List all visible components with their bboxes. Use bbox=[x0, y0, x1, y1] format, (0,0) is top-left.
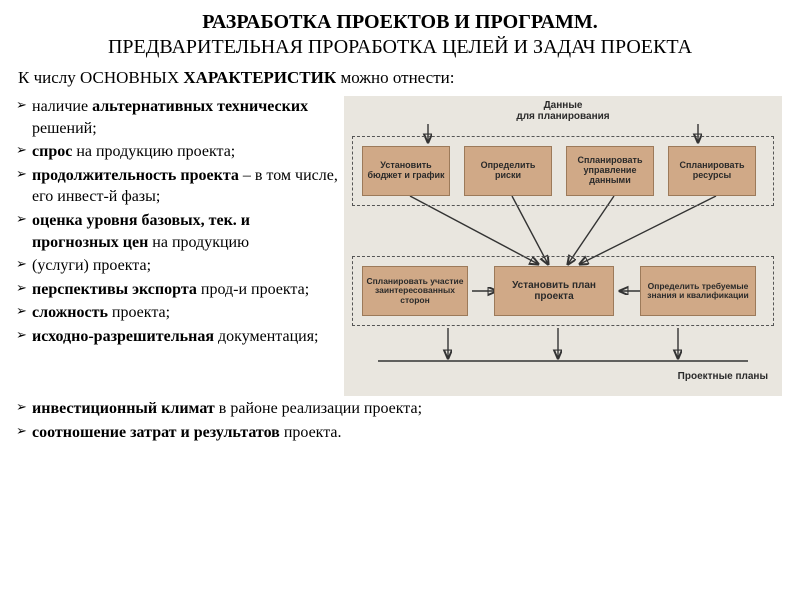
planning-diagram: Данные для планирования bbox=[344, 96, 782, 396]
node-stakeholders: Спланировать участие заинтересованных ст… bbox=[362, 266, 468, 316]
diagram-top-label: Данные для планирования bbox=[344, 100, 782, 122]
node-resources: Спланировать ресурсы bbox=[668, 146, 756, 196]
node-data-mgmt: Спланировать управление данными bbox=[566, 146, 654, 196]
list-item: соотношение затрат и результатов проекта… bbox=[18, 422, 782, 444]
list-item: (услуги) проекта; bbox=[18, 255, 338, 277]
title-line2: ПРЕДВАРИТЕЛЬНАЯ ПРОРАБОТКА ЦЕЛЕЙ И ЗАДАЧ… bbox=[108, 36, 692, 58]
node-budget-schedule: Установить бюджет и график bbox=[362, 146, 450, 196]
intro-text: К числу ОСНОВНЫХ ХАРАКТЕРИСТИК можно отн… bbox=[18, 68, 782, 88]
intro-post: можно отнести: bbox=[336, 68, 454, 87]
intro-bold: ХАРАКТЕРИСТИК bbox=[183, 68, 336, 87]
node-project-plan: Установить план проекта bbox=[494, 266, 614, 316]
list-item: сложность проекта; bbox=[18, 302, 338, 324]
list-item: оценка уровня базовых, тек. и прогнозных… bbox=[18, 210, 338, 253]
node-skills: Определить требуемые знания и квалификац… bbox=[640, 266, 756, 316]
list-item: спрос на продукцию проекта; bbox=[18, 141, 338, 163]
list-item: перспективы экспорта прод-и проекта; bbox=[18, 279, 338, 301]
node-risks: Определить риски bbox=[464, 146, 552, 196]
title-line1: РАЗРАБОТКА ПРОЕКТОВ И ПРОГРАММ. bbox=[202, 11, 598, 33]
diagram-bottom-label: Проектные планы bbox=[678, 371, 768, 382]
intro-pre: К числу ОСНОВНЫХ bbox=[18, 68, 183, 87]
list-item: продолжительность проекта – в том числе,… bbox=[18, 165, 338, 208]
list-item: исходно-разрешительная документация; bbox=[18, 326, 338, 348]
bullet-list-left: наличие альтернативных технических решен… bbox=[18, 96, 338, 396]
list-item: наличие альтернативных технических решен… bbox=[18, 96, 338, 139]
bullet-list-tail: инвестиционный климат в районе реализаци… bbox=[18, 398, 782, 443]
list-item: инвестиционный климат в районе реализаци… bbox=[18, 398, 782, 420]
page-title: РАЗРАБОТКА ПРОЕКТОВ И ПРОГРАММ. ПРЕДВАРИ… bbox=[18, 10, 782, 60]
content-row: наличие альтернативных технических решен… bbox=[18, 96, 782, 396]
